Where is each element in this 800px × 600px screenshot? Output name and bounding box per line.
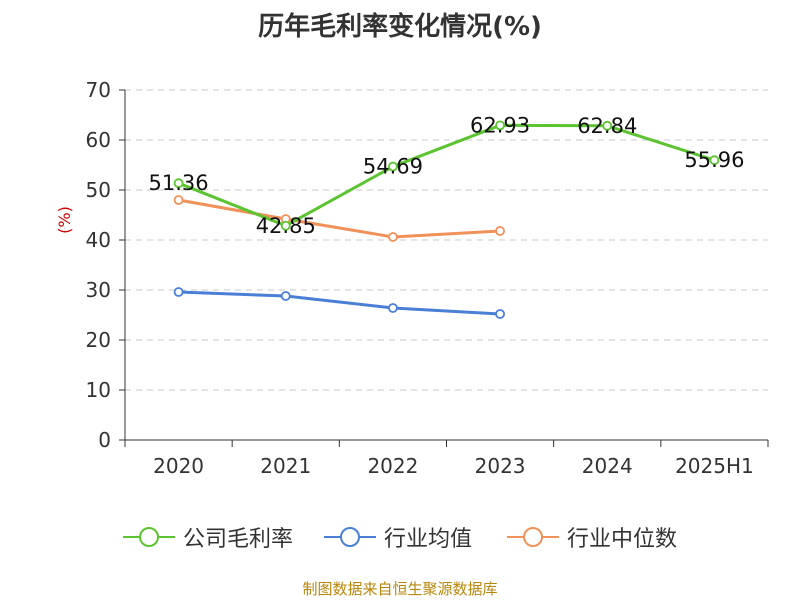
chart-title: 历年毛利率变化情况(%) [258, 12, 542, 42]
series-0-point-2020 [173, 178, 184, 189]
y-tick-label-50: 50 [86, 178, 111, 202]
series-0-point-2025H1 [709, 155, 720, 166]
series-2-point-2020 [173, 195, 184, 205]
chart-legend: 公司毛利率 行业均值 行业中位数 [0, 520, 800, 554]
data-label-2023: 62.93 [470, 113, 530, 137]
legend-item-industry-average[interactable]: 行业均值 [324, 520, 472, 554]
x-tick-label-2020: 2020 [153, 454, 204, 478]
series-1-point-2023 [495, 309, 505, 319]
legend-label-company-margin: 公司毛利率 [183, 527, 294, 552]
series-0-point-2021 [280, 220, 291, 231]
series-line-0 [178, 123, 715, 228]
y-axis-label: (%) [55, 206, 74, 234]
series-2-point-2023 [495, 226, 505, 236]
series-line-1 [178, 290, 501, 316]
legend-label-industry-median: 行业中位数 [567, 527, 678, 552]
data-label-2022: 54.69 [363, 155, 423, 179]
y-tick-label-10: 10 [86, 378, 111, 402]
series-0-point-2024 [602, 120, 613, 131]
y-tick-label-20: 20 [86, 328, 111, 352]
legend-item-company-margin[interactable]: 公司毛利率 [123, 520, 293, 554]
y-tick-label-40: 40 [86, 228, 111, 252]
data-source-note: 制图数据来自恒生聚源数据库 [302, 580, 498, 598]
series-1-point-2021 [280, 291, 291, 301]
series-line-2 [178, 198, 501, 239]
legend-marker-company-margin [123, 527, 175, 547]
legend-marker-industry-average [324, 527, 376, 547]
legend-item-industry-median[interactable]: 行业中位数 [507, 520, 677, 554]
x-tick-label-2025H1: 2025H1 [675, 454, 754, 478]
data-label-2021: 42.85 [256, 214, 316, 238]
y-tick-label-0: 0 [98, 428, 111, 452]
y-tick-label-60: 60 [86, 128, 111, 152]
legend-label-industry-average: 行业均值 [384, 527, 473, 552]
x-tick-label-2023: 2023 [475, 454, 526, 478]
data-label-2024: 62.84 [577, 114, 637, 138]
data-label-2020: 51.36 [149, 171, 209, 195]
line-chart: 0 10 20 30 40 50 60 70 2020 2021 2022 2023 2024 2025H… [55, 78, 769, 478]
y-tick-label-30: 30 [86, 278, 111, 302]
series-2-point-2022 [388, 232, 398, 242]
series-1-point-2022 [388, 303, 398, 313]
series-0-point-2022 [388, 161, 398, 172]
x-tick-label-2022: 2022 [367, 454, 418, 478]
series-1-point-2020 [173, 287, 184, 297]
x-tick-label-2024: 2024 [582, 454, 633, 478]
x-tick-label-2021: 2021 [260, 454, 311, 478]
data-label-2025H1: 55.96 [684, 148, 744, 172]
legend-marker-industry-median [507, 527, 559, 547]
y-tick-label-70: 70 [86, 78, 111, 102]
series-0-point-2023 [495, 120, 505, 131]
